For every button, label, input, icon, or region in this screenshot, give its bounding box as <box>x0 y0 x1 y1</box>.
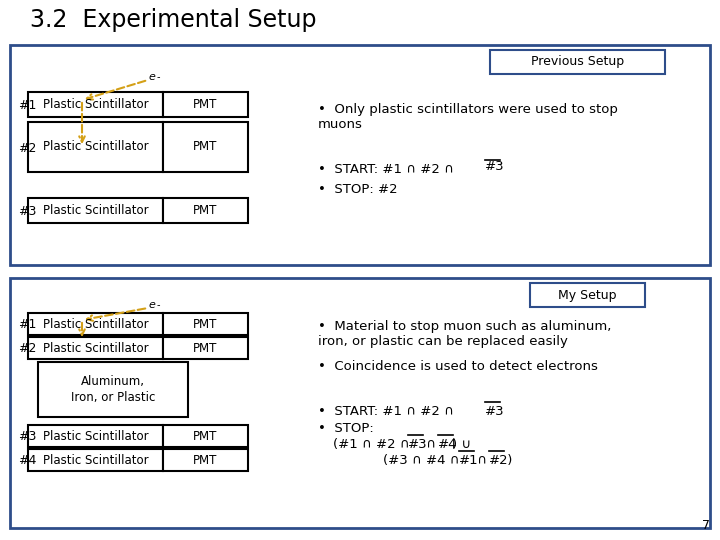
Text: •  START: #1 ∩ #2 ∩: • START: #1 ∩ #2 ∩ <box>318 163 458 176</box>
Text: #3: #3 <box>408 438 428 451</box>
Text: Aluminum,
Iron, or Plastic: Aluminum, Iron, or Plastic <box>71 375 156 403</box>
Text: •  Only plastic scintillators were used to stop
muons: • Only plastic scintillators were used t… <box>318 103 618 131</box>
Bar <box>530 283 645 307</box>
Bar <box>28 449 163 471</box>
Text: #2: #2 <box>489 454 508 467</box>
Text: -: - <box>157 300 161 310</box>
Text: PMT: PMT <box>193 454 217 467</box>
Text: #3: #3 <box>18 430 37 443</box>
Bar <box>163 92 248 117</box>
Text: PMT: PMT <box>193 429 217 442</box>
Text: •  START: #1 ∩ #2 ∩: • START: #1 ∩ #2 ∩ <box>318 405 458 418</box>
Text: (#1 ∩ #2 ∩: (#1 ∩ #2 ∩ <box>333 438 414 451</box>
Text: #1: #1 <box>18 319 37 332</box>
Bar <box>28 313 163 335</box>
Text: #2: #2 <box>18 141 37 154</box>
Text: 7: 7 <box>702 519 710 532</box>
Bar <box>10 45 710 265</box>
Bar <box>28 198 163 223</box>
Bar <box>10 278 710 528</box>
Text: ): ) <box>503 454 513 467</box>
Bar <box>163 337 248 359</box>
Bar <box>163 425 248 447</box>
Text: #1: #1 <box>18 99 37 112</box>
Text: (#3 ∩ #4 ∩: (#3 ∩ #4 ∩ <box>383 454 464 467</box>
Text: Plastic Scintillator: Plastic Scintillator <box>42 454 148 467</box>
Text: #4: #4 <box>438 438 457 451</box>
Bar <box>38 362 188 417</box>
Bar <box>163 313 248 335</box>
Text: #3: #3 <box>18 205 37 218</box>
Text: PMT: PMT <box>193 341 217 354</box>
Text: PMT: PMT <box>193 98 217 111</box>
Text: Plastic Scintillator: Plastic Scintillator <box>42 318 148 330</box>
Text: 3.2  Experimental Setup: 3.2 Experimental Setup <box>30 8 317 32</box>
Text: •  Coincidence is used to detect electrons: • Coincidence is used to detect electron… <box>318 360 598 373</box>
Bar <box>28 122 163 172</box>
Bar <box>163 122 248 172</box>
Text: #2: #2 <box>18 342 37 355</box>
Bar <box>163 449 248 471</box>
Text: #3: #3 <box>485 160 505 173</box>
Text: Plastic Scintillator: Plastic Scintillator <box>42 140 148 153</box>
Text: ∩: ∩ <box>473 454 491 467</box>
Text: Plastic Scintillator: Plastic Scintillator <box>42 98 148 111</box>
Text: •  Material to stop muon such as aluminum,
iron, or plastic can be replaced easi: • Material to stop muon such as aluminum… <box>318 320 611 348</box>
Text: #1: #1 <box>459 454 479 467</box>
Text: e: e <box>148 72 155 82</box>
Text: -: - <box>157 72 161 82</box>
Text: My Setup: My Setup <box>558 288 617 301</box>
Text: e: e <box>148 300 155 310</box>
Bar <box>28 337 163 359</box>
Text: Previous Setup: Previous Setup <box>531 56 624 69</box>
Bar <box>490 50 665 74</box>
Text: Plastic Scintillator: Plastic Scintillator <box>42 204 148 217</box>
Text: •  STOP:: • STOP: <box>318 422 374 435</box>
Text: PMT: PMT <box>193 318 217 330</box>
Bar <box>28 92 163 117</box>
Text: PMT: PMT <box>193 204 217 217</box>
Text: PMT: PMT <box>193 140 217 153</box>
Bar <box>163 198 248 223</box>
Text: ) ∪: ) ∪ <box>452 438 471 451</box>
Text: #4: #4 <box>18 455 37 468</box>
Text: Plastic Scintillator: Plastic Scintillator <box>42 341 148 354</box>
Bar <box>28 425 163 447</box>
Text: ∩: ∩ <box>422 438 440 451</box>
Text: Plastic Scintillator: Plastic Scintillator <box>42 429 148 442</box>
Text: #3: #3 <box>485 405 505 418</box>
Text: •  STOP: #2: • STOP: #2 <box>318 183 397 196</box>
